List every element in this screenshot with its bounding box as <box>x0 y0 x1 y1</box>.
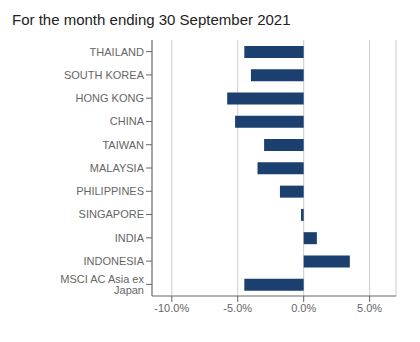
svg-text:CHINA: CHINA <box>110 115 145 127</box>
svg-text:-10.0%: -10.0% <box>154 302 189 314</box>
svg-text:5.0%: 5.0% <box>357 302 382 314</box>
svg-text:HONG KONG: HONG KONG <box>76 92 144 104</box>
svg-text:SOUTH KOREA: SOUTH KOREA <box>64 69 145 81</box>
svg-text:SINGAPORE: SINGAPORE <box>79 208 144 220</box>
svg-text:MSCI AC Asia exJapan: MSCI AC Asia exJapan <box>60 273 144 296</box>
svg-text:INDONESIA: INDONESIA <box>83 255 144 267</box>
svg-text:THAILAND: THAILAND <box>90 46 144 58</box>
svg-text:0.0%: 0.0% <box>291 302 316 314</box>
svg-text:INDIA: INDIA <box>115 232 145 244</box>
svg-text:TAIWAN: TAIWAN <box>102 139 144 151</box>
svg-text:PHILIPPINES: PHILIPPINES <box>76 185 144 197</box>
html-text:For the month ending 30 Septem: For the month ending 30 September 2021 <box>12 11 291 28</box>
svg-text:MALAYSIA: MALAYSIA <box>90 162 145 174</box>
svg-text:-5.0%: -5.0% <box>223 302 252 314</box>
